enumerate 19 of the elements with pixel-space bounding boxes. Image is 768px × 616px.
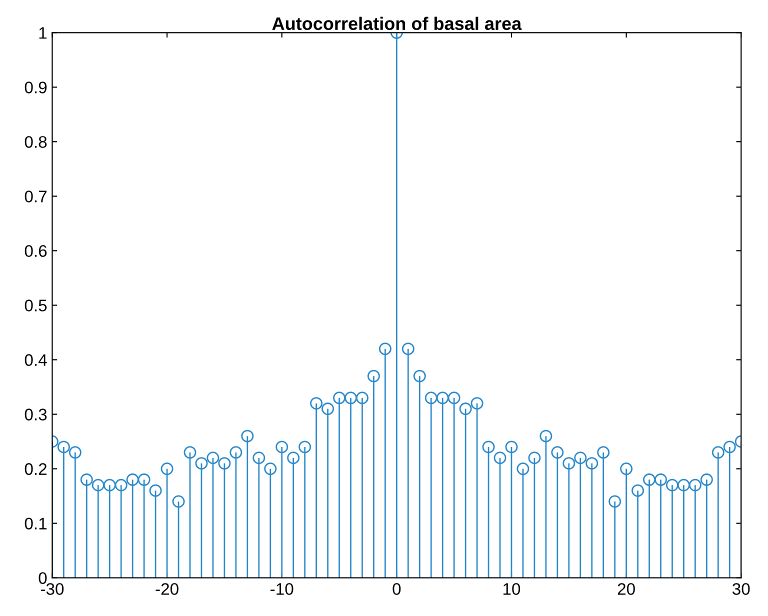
y-tick-label: 0.2: [24, 463, 47, 475]
x-tick-label: -20: [156, 583, 178, 595]
y-tick-label: 0.6: [24, 245, 47, 257]
y-tick-label: 0.4: [24, 354, 47, 366]
y-tick-label: 0.1: [24, 518, 47, 530]
x-tick-label: 20: [618, 583, 635, 595]
x-tick-label: 0: [392, 583, 401, 595]
y-tick-label: 0.8: [24, 136, 47, 148]
y-tick-label: 0.3: [24, 408, 47, 420]
chart-title: Autocorrelation of basal area: [272, 16, 522, 30]
x-tick-label: -10: [270, 583, 294, 595]
y-tick-label: 0.9: [24, 82, 47, 94]
y-tick-label: 1: [39, 27, 47, 39]
y-tick-label: 0.7: [24, 190, 47, 202]
y-tick-label: 0: [38, 572, 47, 584]
y-tick-label: 0.5: [24, 300, 47, 312]
x-tick-label: -30: [40, 583, 64, 595]
x-tick-label: 10: [503, 583, 520, 595]
x-tick-label: 30: [732, 583, 750, 595]
